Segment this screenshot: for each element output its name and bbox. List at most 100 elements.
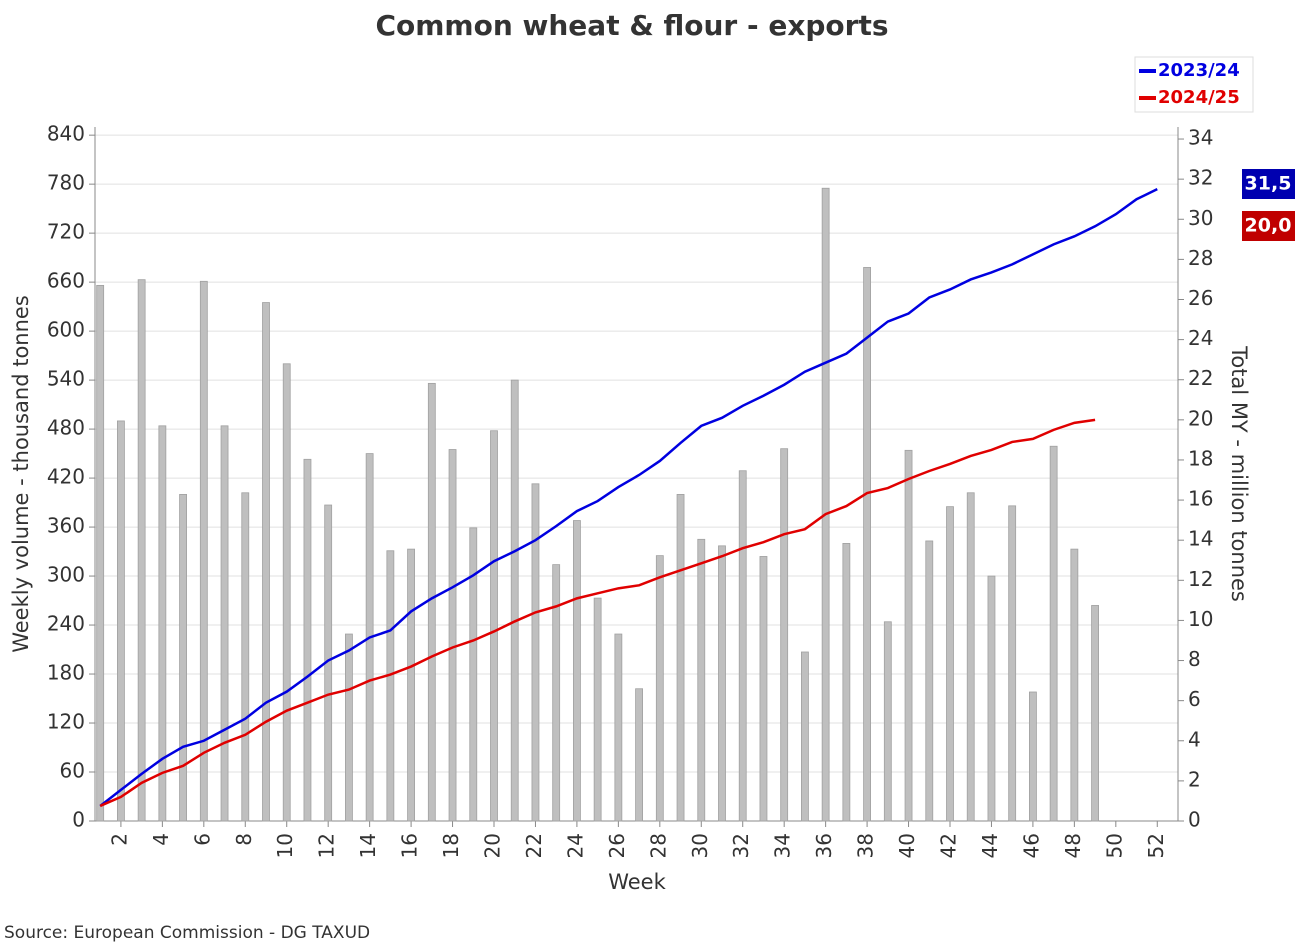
bar — [552, 564, 561, 822]
x-tick-label: 46 — [1019, 833, 1043, 858]
bar — [262, 302, 270, 822]
y2-tick-label: 4 — [1188, 727, 1201, 751]
y-tick-label: 120 — [47, 710, 85, 734]
bar — [510, 379, 519, 822]
x-tick-label: 40 — [895, 833, 919, 858]
x-tick-label: 20 — [481, 833, 505, 858]
x-tick-label: 32 — [729, 833, 753, 858]
y2-tick-label: 8 — [1188, 647, 1201, 671]
y-tick-label: 60 — [60, 759, 85, 783]
bar — [220, 425, 229, 822]
x-axis-label: Week — [608, 870, 666, 894]
bar — [448, 449, 457, 822]
y2-tick-label: 14 — [1188, 527, 1213, 551]
bar — [117, 420, 125, 822]
y2-tick-label: 18 — [1188, 446, 1213, 470]
bar — [821, 187, 830, 822]
line-series — [99, 418, 1096, 808]
x-tick-label: 34 — [771, 833, 795, 858]
bar — [966, 492, 975, 822]
y-tick-label: 780 — [47, 171, 85, 195]
y-tick-label: 420 — [47, 465, 85, 489]
bar — [1029, 691, 1037, 822]
bar — [655, 555, 664, 822]
end-label: 20,0 — [1245, 215, 1292, 237]
x-tick-label: 6 — [190, 833, 214, 846]
bar — [801, 651, 809, 822]
x-tick-label: 36 — [812, 833, 836, 858]
x-tick-label: 52 — [1144, 833, 1168, 858]
bar — [925, 540, 934, 822]
y2-tick-label: 32 — [1188, 166, 1213, 190]
source: Source: European Commission - DG TAXUD — [4, 923, 370, 943]
bar — [780, 448, 789, 822]
y-tick-label: 180 — [47, 661, 85, 685]
bar — [738, 470, 747, 822]
y-tick-label: 720 — [47, 220, 85, 244]
bar — [635, 688, 643, 822]
bar — [531, 483, 540, 822]
y-axis-label: Weekly volume - thousand tonnes — [9, 295, 33, 653]
y2-tick-label: 12 — [1188, 567, 1213, 591]
bar — [179, 494, 187, 822]
bar — [427, 382, 436, 822]
y-tick-label: 300 — [47, 563, 85, 587]
x-tick-label: 28 — [646, 833, 670, 858]
bar — [842, 543, 851, 822]
x-tick-label: 30 — [688, 833, 712, 858]
x-tick-label: 2 — [107, 833, 131, 846]
y2-tick-label: 34 — [1188, 126, 1213, 150]
bar — [282, 363, 291, 822]
y-tick-label: 600 — [47, 318, 85, 342]
x-tick-label: 42 — [937, 833, 961, 858]
bar — [1091, 605, 1099, 822]
bar — [759, 556, 768, 822]
bar — [614, 633, 623, 822]
x-tick-label: 4 — [149, 833, 173, 846]
bar — [407, 548, 415, 822]
bar — [1008, 505, 1017, 822]
x-tick-label: 50 — [1102, 833, 1126, 858]
y-tick-label: 360 — [47, 514, 85, 538]
bar — [946, 506, 954, 822]
bar — [137, 279, 146, 822]
x-tick-label: 16 — [398, 833, 422, 858]
y-tick-label: 0 — [72, 808, 85, 832]
y-tick-label: 540 — [47, 367, 85, 391]
bar — [345, 633, 353, 822]
x-tick-label: 12 — [315, 833, 339, 858]
x-tick-label: 18 — [439, 833, 463, 858]
y2-tick-label: 28 — [1188, 246, 1213, 270]
x-tick-label: 38 — [854, 833, 878, 858]
bar — [490, 430, 498, 822]
bar — [199, 280, 208, 822]
end-label-box — [1242, 169, 1295, 199]
x-tick-label: 14 — [356, 833, 380, 858]
line-series — [99, 188, 1158, 807]
y-tick-label: 840 — [47, 122, 85, 146]
legend-box — [1134, 56, 1254, 113]
x-tick-label: 24 — [563, 833, 587, 858]
bar — [1070, 548, 1079, 822]
bar — [469, 527, 478, 822]
y2-tick-label: 10 — [1188, 607, 1213, 631]
legend-label: 2024/25 — [1158, 87, 1240, 108]
y2-tick-label: 20 — [1188, 406, 1213, 430]
bar — [676, 494, 685, 822]
bar — [386, 550, 395, 822]
y-tick-label: 660 — [47, 269, 85, 293]
bar — [303, 458, 312, 822]
y2-tick-label: 26 — [1188, 286, 1213, 310]
x-tick-label: 10 — [273, 833, 297, 858]
y2-tick-label: 16 — [1188, 487, 1213, 511]
x-tick-label: 8 — [232, 833, 256, 846]
bar — [718, 545, 726, 822]
x-tick-label: 26 — [605, 833, 629, 858]
y-tick-label: 240 — [47, 612, 85, 636]
chart-title: Common wheat & flour - exports — [375, 9, 888, 42]
y2-axis-label: Total MY - million tonnes — [1227, 345, 1251, 602]
end-label-box — [1242, 211, 1295, 241]
bar — [158, 425, 167, 822]
